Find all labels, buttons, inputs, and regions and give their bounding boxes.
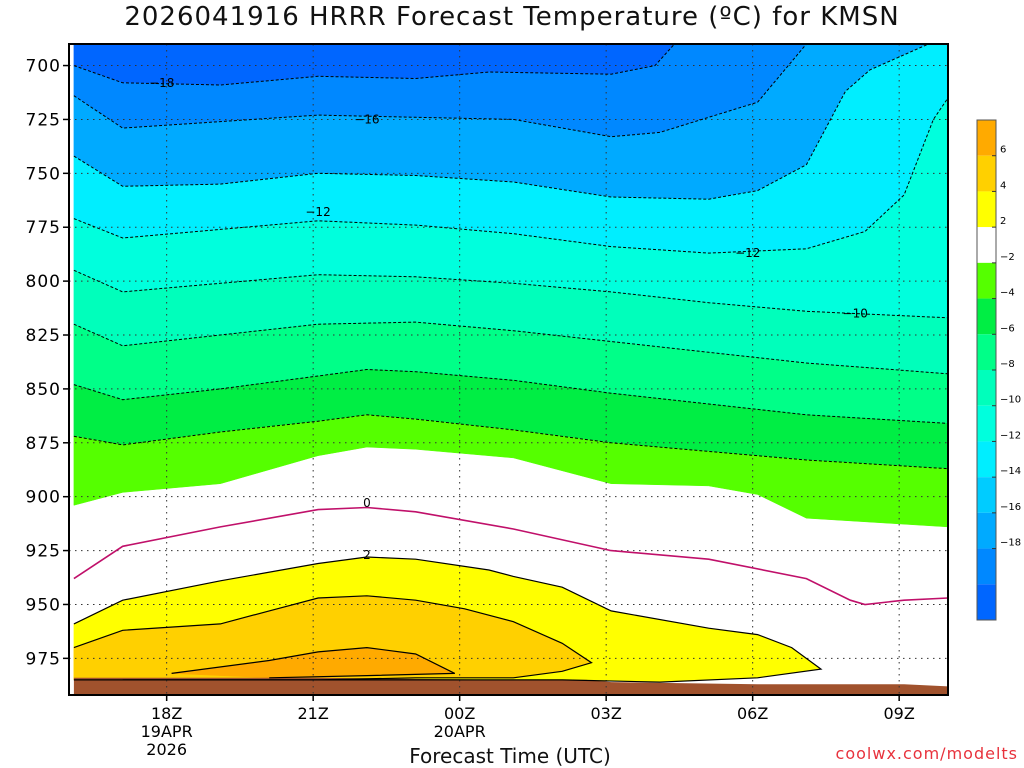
contour-label: −10 xyxy=(843,306,868,320)
contour-lines xyxy=(73,43,949,683)
y-tick-label: 750 xyxy=(26,164,61,184)
contour-label: −18 xyxy=(149,76,174,90)
y-tick-label: 825 xyxy=(26,326,61,346)
colorbar-label: −18 xyxy=(1000,538,1021,549)
colorbar-label: 4 xyxy=(1000,180,1006,191)
x-tick-label: 18Z xyxy=(151,704,182,723)
isoline xyxy=(73,43,675,86)
x-axis-label: Forecast Time (UTC) xyxy=(409,744,611,768)
y-tick-label: 775 xyxy=(26,218,61,238)
contour-label: −12 xyxy=(305,205,330,219)
contour-label: 0 xyxy=(363,496,371,510)
ground-surface xyxy=(73,677,948,695)
colorbar-label: −4 xyxy=(1000,288,1015,299)
y-tick-label: 975 xyxy=(26,649,61,669)
colorbar-swatch xyxy=(977,155,996,192)
colorbar-label: 2 xyxy=(1000,216,1006,227)
isoline xyxy=(171,646,456,679)
colorbar-label: −12 xyxy=(1000,430,1021,441)
colorbar-swatch xyxy=(977,477,996,513)
isoline xyxy=(73,368,949,424)
colorbar-label: −8 xyxy=(1000,359,1015,370)
colorbar-swatch xyxy=(977,512,996,549)
colorbar: 6 4 2 −2 −4 −6 −8 −10 −12 −14 −16 −18 xyxy=(976,119,1021,621)
x-tick-label: 19APR xyxy=(141,722,193,741)
x-tick-label: 00Z xyxy=(444,704,475,723)
colorbar-swatch xyxy=(977,405,996,442)
y-tick-label: 925 xyxy=(26,542,61,562)
colorbar-swatch xyxy=(977,227,996,263)
colorbar-swatch xyxy=(977,370,996,406)
y-tick-label: 800 xyxy=(26,272,61,292)
x-tick-label: 2026 xyxy=(146,740,187,759)
isoline xyxy=(73,43,929,200)
colorbar-swatch xyxy=(977,298,996,335)
y-axis: 700 725 750 775 800 825 850 875 900 925 950 975 xyxy=(26,57,69,669)
colorbar-label: −2 xyxy=(1000,252,1015,263)
isoline xyxy=(73,556,823,683)
colorbar-swatch xyxy=(977,548,996,585)
colorbar-label: −10 xyxy=(1000,395,1021,406)
isoline xyxy=(73,321,949,375)
contour-label: −16 xyxy=(354,112,379,126)
isoline xyxy=(73,43,807,138)
plot-frame xyxy=(68,43,949,696)
x-tick-label: 03Z xyxy=(591,704,622,723)
y-tick-label: 850 xyxy=(26,380,61,400)
colorbar-label: −6 xyxy=(1000,323,1015,334)
colorbar-label: −16 xyxy=(1000,502,1021,513)
y-tick-label: 725 xyxy=(26,110,61,130)
isoline xyxy=(73,414,949,470)
isoline xyxy=(73,506,949,606)
isoline xyxy=(73,269,949,319)
chart-title: 2026041916 HRRR Forecast Temperature (ºC… xyxy=(124,2,900,32)
contour-label: −12 xyxy=(735,246,760,260)
ground-layer xyxy=(73,677,948,695)
y-tick-label: 950 xyxy=(26,595,61,615)
contour-label: 2 xyxy=(363,548,371,562)
y-tick-label: 700 xyxy=(26,57,61,77)
grid-lines xyxy=(69,44,948,695)
colorbar-swatch xyxy=(977,120,996,156)
isoline xyxy=(73,97,949,254)
colorbar-swatch xyxy=(977,334,996,370)
x-tick-label: 09Z xyxy=(884,704,915,723)
colorbar-swatch xyxy=(977,441,996,478)
colorbar-swatch xyxy=(977,191,996,228)
contour-fills xyxy=(69,43,949,695)
colorbar-swatch xyxy=(977,262,996,299)
y-tick-label: 900 xyxy=(26,488,61,508)
colorbar-label: 6 xyxy=(1000,145,1006,156)
x-tick-label: 06Z xyxy=(737,704,768,723)
x-tick-label: 21Z xyxy=(298,704,329,723)
x-tick-label: 20APR xyxy=(434,722,486,741)
colorbar-swatch xyxy=(977,584,996,620)
colorbar-label: −14 xyxy=(1000,466,1021,477)
contour-labels: −18 −16 −12 −12 −10 0 2 xyxy=(149,76,868,562)
isoline xyxy=(73,595,593,681)
source-credit: coolwx.com/modelts xyxy=(835,744,1018,763)
y-tick-label: 875 xyxy=(26,434,61,454)
